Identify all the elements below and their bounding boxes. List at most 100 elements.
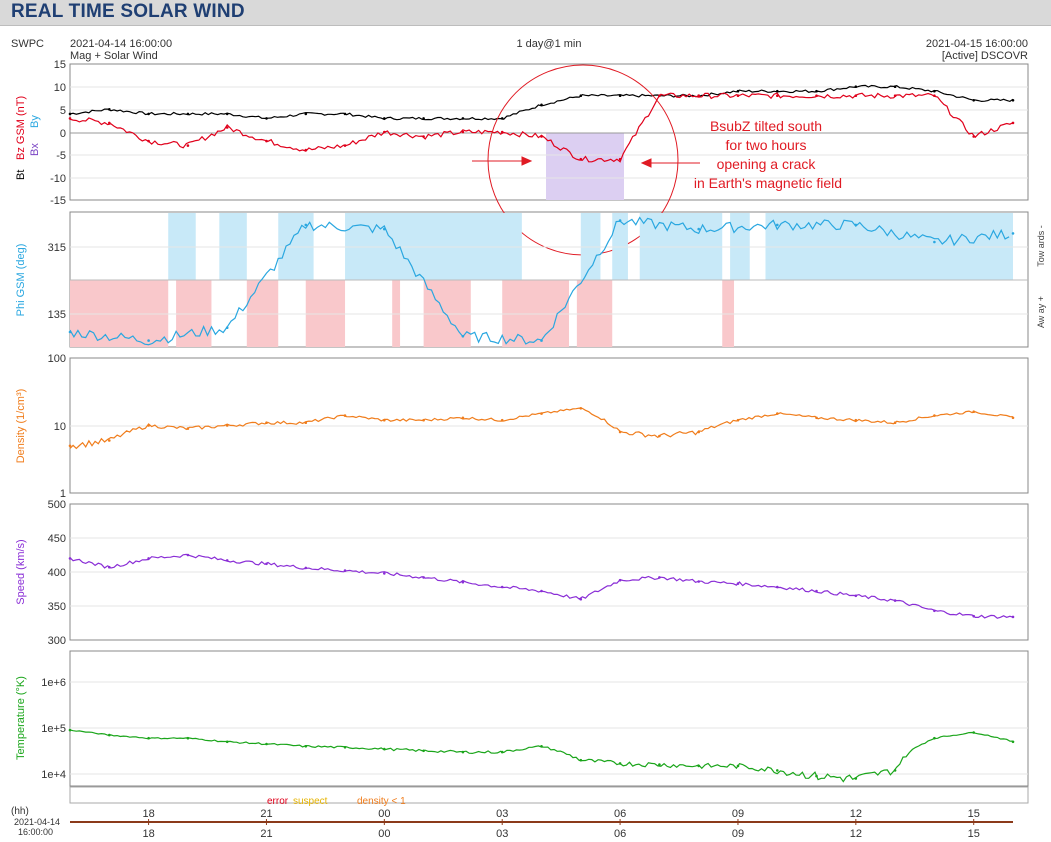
- speed-point: [304, 566, 308, 570]
- temperature-point: [422, 749, 425, 753]
- annotation-line: in Earth's magnetic field: [694, 175, 842, 191]
- phi-point: [618, 219, 622, 222]
- speed-point: [147, 557, 150, 560]
- x-tick-label-top: 06: [614, 808, 626, 820]
- temperature-point: [736, 764, 740, 768]
- density-point: [815, 416, 818, 420]
- density-point: [933, 414, 936, 417]
- temperature-point: [343, 746, 347, 749]
- bt-point: [1011, 99, 1015, 102]
- speed-tick: 500: [48, 499, 66, 511]
- bz-point: [540, 135, 543, 138]
- speed-tick: 400: [48, 567, 66, 579]
- temperature-point: [304, 745, 308, 748]
- bz-point: [68, 117, 72, 120]
- bt-point: [422, 117, 425, 120]
- phi-point: [697, 227, 700, 231]
- density-tick: 10: [54, 421, 66, 433]
- bz-point: [383, 130, 386, 134]
- hh-label: (hh): [11, 806, 29, 817]
- density-point: [225, 424, 229, 427]
- speed-gridlines: [70, 537, 1028, 607]
- temperature-point: [540, 745, 543, 748]
- x-tick-label-top: 09: [732, 808, 744, 820]
- x-tick-label-bottom: 09: [732, 828, 744, 840]
- density-point: [579, 407, 583, 410]
- temperature-point: [68, 728, 72, 732]
- speed-point: [422, 576, 425, 579]
- temperature-tick: 1e+5: [41, 723, 66, 735]
- annotation-line: BsubZ tilted south: [710, 118, 822, 134]
- density-point: [383, 418, 386, 422]
- annotation-line: opening a crack: [717, 156, 817, 172]
- bz-point: [736, 94, 740, 97]
- phi-point: [933, 240, 936, 244]
- bx-axis-label: Bx: [29, 143, 41, 156]
- phi-point: [225, 326, 229, 330]
- density-point: [186, 427, 190, 430]
- speed-point: [697, 580, 700, 583]
- density-point: [343, 414, 347, 417]
- speed-point: [540, 589, 543, 593]
- density-point: [422, 418, 425, 422]
- x-tick-label-bottom: 21: [260, 828, 272, 840]
- speed-point: [854, 594, 858, 598]
- speed-point: [186, 553, 190, 557]
- speed-point: [933, 609, 936, 613]
- temperature-point: [1011, 740, 1015, 744]
- temperature-point: [579, 758, 583, 762]
- bt-point: [776, 89, 779, 93]
- x-tick-label-bottom: 03: [496, 828, 508, 840]
- density-point: [776, 412, 779, 415]
- temperature-point: [147, 736, 150, 740]
- speed-point: [1011, 615, 1015, 619]
- temperature-panel-frame: [69, 650, 1029, 787]
- bz-line: [69, 92, 1014, 163]
- speed-point: [776, 585, 779, 589]
- bz-axis-label: Bz GSM (nT): [15, 96, 27, 160]
- bz-point: [972, 135, 975, 138]
- temperature-point: [618, 762, 622, 765]
- x-tick-label-top: 18: [142, 808, 154, 820]
- bt-point: [304, 112, 308, 116]
- bt-line: [69, 84, 1014, 121]
- speed-tick: 350: [48, 601, 66, 613]
- phi-axis-label: Phi GSM (deg): [15, 244, 27, 317]
- bz-point: [933, 94, 936, 97]
- temperature-tick: 1e+6: [41, 677, 66, 689]
- phi-tick: 315: [48, 242, 66, 254]
- bz-point: [854, 94, 858, 97]
- density-axis-label: Density (1/cm³): [15, 389, 27, 464]
- flag-suspect: suspect: [293, 796, 328, 807]
- speed-point: [461, 580, 465, 584]
- density-point: [304, 421, 308, 425]
- density-point: [972, 410, 975, 414]
- flags-strip: [69, 786, 1029, 804]
- bt-axis-label: Bt: [15, 170, 27, 180]
- temperature-point: [461, 750, 465, 754]
- density-point: [461, 416, 465, 420]
- phi-point: [304, 223, 308, 227]
- speed-point: [893, 599, 897, 602]
- density-point: [68, 444, 72, 448]
- density-point: [658, 434, 661, 438]
- temperature-point: [776, 769, 779, 772]
- bt-point: [933, 89, 936, 93]
- phi-point: [147, 339, 150, 342]
- temperature-axis-label: Temperature (°K): [15, 676, 27, 760]
- bt-point: [893, 85, 897, 88]
- speed-tick: 450: [48, 533, 66, 545]
- density-point: [697, 430, 700, 434]
- temperature-gridlines: [70, 681, 1028, 775]
- speed-axis-label: Speed (km/s): [15, 539, 27, 604]
- phi-sector-fills: [70, 213, 1028, 347]
- start-time: 2021-04-14 16:00:00: [70, 38, 172, 50]
- bt-point: [383, 117, 386, 120]
- x-tick-label-top: 15: [968, 808, 980, 820]
- speed-point: [579, 597, 583, 601]
- phi-tick: 135: [48, 309, 66, 321]
- speed-point: [108, 565, 111, 569]
- density-point: [854, 418, 858, 422]
- product-label: Mag + Solar Wind: [70, 50, 158, 62]
